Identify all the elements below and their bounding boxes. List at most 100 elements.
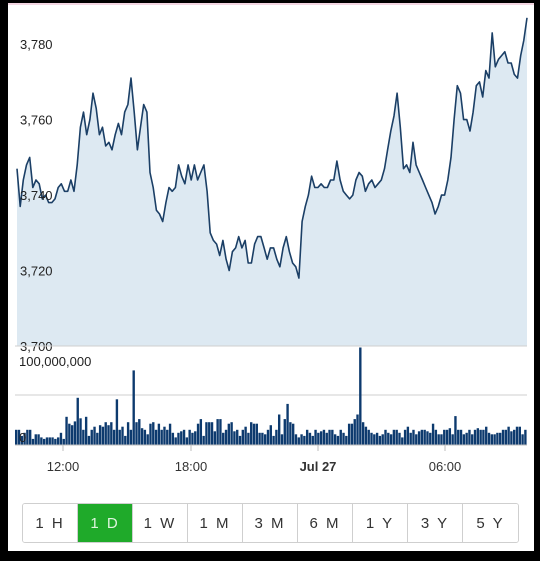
volume-bar bbox=[70, 425, 74, 445]
volume-bar bbox=[244, 426, 247, 445]
volume-bar bbox=[222, 432, 225, 445]
range-button-1d[interactable]: 1 D bbox=[78, 504, 133, 542]
volume-bar bbox=[219, 419, 222, 445]
volume-bar bbox=[45, 437, 49, 445]
range-button-6m[interactable]: 6 M bbox=[298, 504, 353, 542]
volume-bar bbox=[485, 426, 488, 445]
volume-bar bbox=[395, 429, 398, 445]
volume-bar bbox=[62, 438, 65, 445]
volume-bar bbox=[493, 434, 496, 445]
x-tick-label: 06:00 bbox=[429, 459, 462, 474]
volume-bar bbox=[490, 434, 494, 445]
volume-bar bbox=[160, 429, 163, 445]
volume-bar bbox=[487, 432, 491, 445]
range-button-3y[interactable]: 3 Y bbox=[408, 504, 463, 542]
volume-bar bbox=[236, 429, 239, 445]
volume-bar bbox=[143, 429, 147, 445]
volume-bar bbox=[135, 422, 138, 445]
volume-bar bbox=[300, 434, 303, 445]
volume-bar bbox=[17, 429, 21, 445]
price-y-tick-label: 3,720 bbox=[20, 264, 53, 279]
volume-bar bbox=[289, 422, 292, 445]
volume-bar bbox=[378, 435, 382, 445]
range-button-1w[interactable]: 1 W bbox=[133, 504, 188, 542]
volume-bar bbox=[462, 434, 466, 445]
volume-bar bbox=[423, 429, 426, 445]
range-button-1y[interactable]: 1 Y bbox=[353, 504, 408, 542]
volume-bar bbox=[499, 432, 502, 445]
x-tick-label: Jul 27 bbox=[300, 459, 337, 474]
volume-bar bbox=[434, 429, 438, 445]
volume-bar bbox=[286, 403, 289, 445]
volume-bar bbox=[482, 429, 485, 445]
volume-y-tick-label: 100,000,000 bbox=[19, 354, 91, 369]
volume-bar bbox=[303, 435, 306, 445]
volume-bar bbox=[208, 422, 211, 445]
volume-bar bbox=[384, 429, 387, 445]
volume-bar bbox=[247, 432, 250, 445]
volume-bar bbox=[471, 434, 474, 445]
volume-bar bbox=[524, 429, 527, 445]
volume-bar bbox=[297, 437, 300, 445]
volume-bar bbox=[314, 429, 317, 445]
volume-bar bbox=[166, 429, 169, 445]
range-button-1h[interactable]: 1 H bbox=[23, 504, 78, 542]
volume-bar bbox=[317, 432, 320, 445]
volume-bar bbox=[451, 434, 454, 445]
volume-bar bbox=[440, 434, 443, 445]
volume-bar bbox=[308, 432, 312, 445]
volume-bar bbox=[275, 429, 278, 445]
volume-bar bbox=[40, 437, 43, 445]
volume-bar bbox=[501, 429, 505, 445]
volume-bar bbox=[457, 429, 460, 445]
volume-bar bbox=[224, 429, 228, 445]
volume-bar bbox=[518, 426, 521, 445]
volume-bar bbox=[429, 432, 432, 445]
range-button-1m[interactable]: 1 M bbox=[188, 504, 243, 542]
volume-bar bbox=[51, 437, 54, 445]
volume-bar bbox=[194, 431, 197, 445]
volume-bar bbox=[37, 434, 40, 445]
volume-bar bbox=[129, 429, 133, 445]
volume-bar bbox=[227, 423, 231, 445]
volume-bar bbox=[121, 426, 124, 445]
volume-bar bbox=[68, 423, 71, 445]
volume-bar bbox=[154, 429, 158, 445]
volume-bar bbox=[213, 431, 217, 445]
volume-bar bbox=[168, 423, 172, 445]
volume-bar bbox=[373, 434, 376, 445]
volume-bar bbox=[28, 429, 32, 445]
volume-bar bbox=[54, 438, 57, 445]
volume-bar bbox=[185, 437, 189, 445]
volume-bar bbox=[381, 434, 384, 445]
volume-bar bbox=[479, 429, 482, 445]
volume-bar bbox=[264, 434, 267, 445]
x-tick-label: 12:00 bbox=[47, 459, 80, 474]
volume-bar bbox=[345, 435, 348, 445]
volume-bar bbox=[199, 419, 203, 445]
volume-bar bbox=[258, 432, 261, 445]
price-y-tick-label: 3,760 bbox=[20, 113, 53, 128]
volume-bar bbox=[163, 426, 166, 445]
volume-bar bbox=[359, 347, 362, 445]
volume-bar bbox=[233, 431, 236, 445]
volume-bar bbox=[157, 423, 161, 445]
x-tick-label: 18:00 bbox=[175, 459, 208, 474]
volume-bar bbox=[98, 425, 102, 445]
volume-bar bbox=[515, 426, 519, 445]
volume-bar bbox=[305, 429, 309, 445]
range-button-5y[interactable]: 5 Y bbox=[463, 504, 518, 542]
volume-y-tick-label: 0 bbox=[19, 430, 26, 445]
volume-bar bbox=[361, 422, 365, 445]
volume-bar bbox=[73, 421, 77, 445]
price-area-fill bbox=[17, 17, 527, 347]
volume-bar bbox=[387, 432, 390, 445]
volume-bar bbox=[96, 432, 99, 445]
range-button-3m[interactable]: 3 M bbox=[243, 504, 298, 542]
volume-bar bbox=[367, 429, 370, 445]
volume-bar bbox=[356, 414, 359, 445]
volume-bar bbox=[250, 422, 253, 445]
stock-chart-widget: 3,780 3,760 3,740 3,720 3,700 100,000,000 0 1… bbox=[8, 3, 534, 551]
